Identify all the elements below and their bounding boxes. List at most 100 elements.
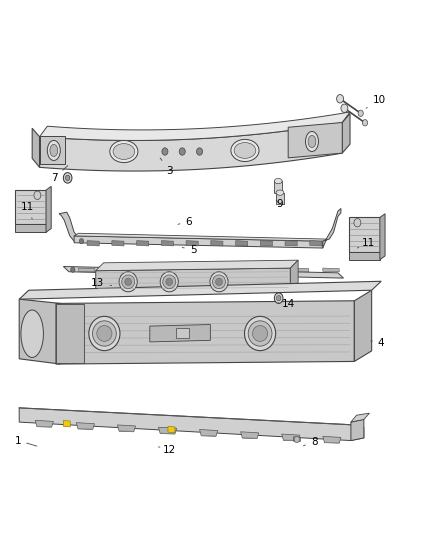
Circle shape — [337, 94, 343, 103]
Polygon shape — [109, 268, 125, 272]
Polygon shape — [64, 421, 70, 427]
Ellipse shape — [97, 326, 112, 342]
Polygon shape — [293, 437, 300, 442]
Polygon shape — [323, 437, 341, 443]
Ellipse shape — [125, 278, 132, 286]
Polygon shape — [276, 192, 284, 204]
Text: 10: 10 — [366, 95, 385, 108]
Polygon shape — [39, 136, 66, 164]
Text: 8: 8 — [304, 437, 318, 447]
Ellipse shape — [276, 190, 284, 195]
Circle shape — [362, 119, 367, 126]
Polygon shape — [176, 328, 189, 338]
Ellipse shape — [47, 140, 60, 160]
Ellipse shape — [274, 179, 282, 184]
Ellipse shape — [92, 321, 117, 346]
Text: 1: 1 — [14, 435, 37, 446]
Circle shape — [274, 293, 283, 303]
Polygon shape — [186, 241, 198, 246]
Ellipse shape — [212, 275, 226, 289]
Ellipse shape — [113, 143, 134, 159]
Polygon shape — [261, 268, 278, 272]
Polygon shape — [161, 241, 173, 246]
Polygon shape — [59, 212, 78, 241]
Circle shape — [294, 437, 300, 443]
Ellipse shape — [119, 272, 137, 292]
Polygon shape — [231, 268, 247, 272]
Polygon shape — [349, 252, 380, 260]
Circle shape — [358, 110, 363, 116]
Polygon shape — [349, 217, 380, 252]
Circle shape — [64, 173, 72, 183]
Ellipse shape — [234, 142, 256, 158]
Ellipse shape — [248, 321, 272, 346]
Polygon shape — [112, 241, 124, 246]
Polygon shape — [117, 425, 135, 432]
Text: 7: 7 — [51, 166, 68, 183]
Polygon shape — [39, 123, 342, 171]
Polygon shape — [211, 241, 223, 246]
Ellipse shape — [122, 275, 134, 289]
Polygon shape — [170, 268, 187, 272]
Polygon shape — [240, 432, 259, 439]
Text: 14: 14 — [279, 300, 295, 310]
Polygon shape — [96, 268, 290, 293]
Circle shape — [34, 191, 41, 199]
Polygon shape — [351, 419, 364, 441]
Ellipse shape — [210, 272, 228, 292]
Polygon shape — [46, 187, 51, 232]
Ellipse shape — [253, 326, 268, 342]
Ellipse shape — [231, 140, 259, 161]
Polygon shape — [201, 268, 217, 272]
Polygon shape — [19, 281, 381, 299]
Text: 4: 4 — [371, 338, 385, 348]
Ellipse shape — [110, 140, 138, 163]
Text: 12: 12 — [159, 445, 176, 455]
Polygon shape — [74, 233, 327, 241]
Polygon shape — [87, 241, 99, 246]
Ellipse shape — [21, 310, 43, 358]
Polygon shape — [35, 421, 53, 427]
Polygon shape — [56, 304, 84, 363]
Circle shape — [179, 148, 185, 155]
Ellipse shape — [166, 278, 173, 286]
Ellipse shape — [50, 144, 58, 157]
Polygon shape — [292, 268, 309, 272]
Polygon shape — [32, 128, 39, 167]
Polygon shape — [74, 236, 323, 248]
Circle shape — [162, 148, 168, 155]
Polygon shape — [76, 423, 95, 430]
Polygon shape — [342, 114, 350, 153]
Polygon shape — [354, 290, 372, 361]
Polygon shape — [236, 241, 247, 246]
Polygon shape — [323, 268, 339, 272]
Polygon shape — [15, 224, 46, 232]
Polygon shape — [78, 268, 95, 272]
Ellipse shape — [308, 135, 316, 148]
Circle shape — [341, 104, 348, 112]
Polygon shape — [140, 268, 156, 272]
Polygon shape — [56, 301, 354, 364]
Polygon shape — [290, 260, 298, 290]
Polygon shape — [137, 241, 149, 246]
Circle shape — [197, 148, 202, 155]
Polygon shape — [274, 181, 282, 192]
Polygon shape — [96, 260, 298, 271]
Polygon shape — [351, 413, 370, 422]
Polygon shape — [285, 241, 297, 246]
Circle shape — [354, 219, 361, 227]
Circle shape — [79, 239, 84, 244]
Text: 11: 11 — [21, 203, 35, 219]
Polygon shape — [200, 430, 218, 437]
Ellipse shape — [244, 317, 276, 351]
Polygon shape — [380, 214, 385, 260]
Polygon shape — [19, 408, 364, 441]
Ellipse shape — [163, 275, 176, 289]
Polygon shape — [159, 427, 177, 434]
Polygon shape — [168, 426, 175, 433]
Text: 9: 9 — [276, 199, 283, 209]
Text: 13: 13 — [91, 278, 112, 288]
Polygon shape — [323, 208, 341, 248]
Polygon shape — [310, 241, 322, 246]
Polygon shape — [150, 325, 210, 342]
